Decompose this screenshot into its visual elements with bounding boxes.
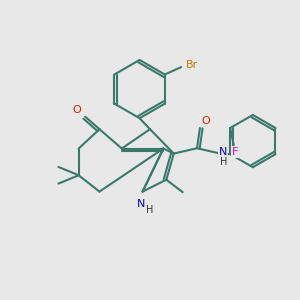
Text: N: N <box>137 199 145 209</box>
Text: Br: Br <box>186 60 198 70</box>
Text: N: N <box>219 147 227 157</box>
Text: H: H <box>220 158 227 167</box>
Text: F: F <box>232 147 239 157</box>
Text: H: H <box>146 205 154 215</box>
Text: O: O <box>201 116 210 127</box>
Text: O: O <box>72 105 81 115</box>
